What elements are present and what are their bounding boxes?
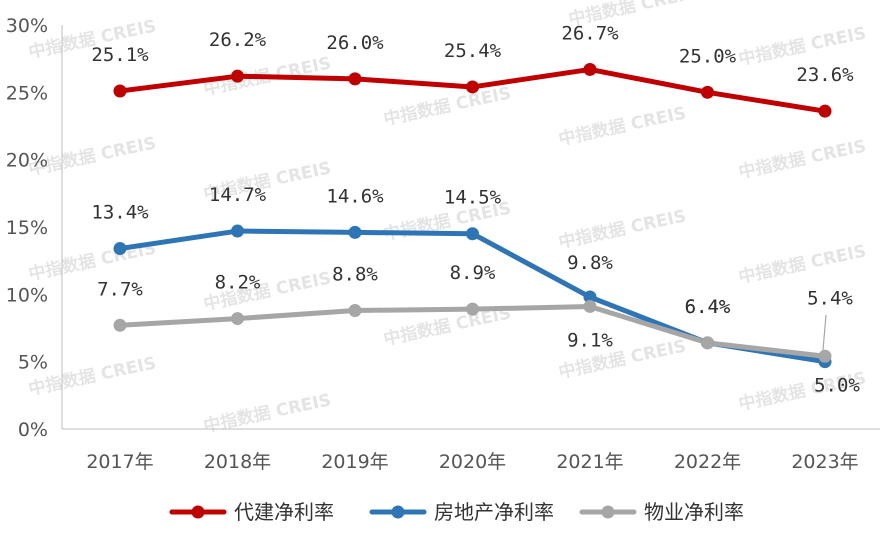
data-label: 25.4% [444,40,502,62]
data-label: 25.1% [91,44,149,66]
watermark-layer: 中指数据 CREIS 中指数据 CREIS 中指数据 CREIS 中指数据 CREIS… [27,0,868,437]
data-point [113,242,127,256]
data-label: 14.6% [326,185,384,207]
data-point [701,336,714,350]
x-tick-label: 2017年 [86,451,153,473]
data-point [113,84,127,98]
data-point [348,72,362,86]
data-point [466,80,479,94]
y-tick-label: 20% [6,150,48,172]
watermark-text: 中指数据 CREIS [557,205,688,253]
y-axis-ticks: 0% 5% 10% 15% 20% 25% 30% [6,15,48,441]
y-tick-label: 10% [6,284,48,306]
y-tick-label: 0% [18,419,48,441]
watermark-text: 中指数据 CREIS [202,389,333,437]
data-point [818,349,832,363]
data-point [348,225,362,239]
x-tick-label: 2022年 [674,451,741,473]
data-label: 9.8% [567,252,613,274]
legend-marker [391,505,405,519]
data-label: 14.7% [209,184,267,206]
watermark-text: 中指数据 CREIS [737,22,868,70]
data-point [701,85,714,99]
data-point [583,299,597,313]
data-label: 13.4% [91,202,149,224]
data-label: 5.4% [807,287,853,309]
x-tick-label: 2018年 [204,451,271,473]
series-points [113,62,832,369]
legend-label: 房地产净利率 [434,500,554,524]
label-leader-line [822,314,827,351]
x-tick-label: 2023年 [791,451,858,473]
x-tick-label: 2020年 [439,451,506,473]
data-point [583,62,597,76]
data-label: 9.1% [567,329,613,351]
data-label: 26.7% [561,22,619,44]
data-point [231,312,244,326]
data-label: 7.7% [97,278,143,300]
y-tick-label: 15% [6,217,48,239]
watermark-text: 中指数据 CREIS [382,82,513,130]
data-point [348,303,362,317]
data-label: 8.8% [332,263,378,285]
x-tick-label: 2019年 [321,451,388,473]
legend-label: 物业净利率 [644,500,744,524]
data-label: 14.5% [444,187,502,209]
y-tick-label: 5% [18,352,48,374]
x-axis-ticks: 2017年 2018年 2019年 2020年 2021年 2022年 2023年 [86,451,858,473]
watermark-text: 中指数据 CREIS [557,102,688,150]
y-tick-label: 25% [6,82,48,104]
data-label: 26.2% [209,29,267,51]
data-label: 25.0% [679,45,737,67]
data-label: 5.0% [814,375,860,397]
watermark-text: 中指数据 CREIS [737,240,868,288]
data-point [231,69,244,83]
y-tick-label: 30% [6,15,48,37]
data-label: 6.4% [685,296,731,318]
legend-label: 代建净利率 [234,500,334,524]
legend: 代建净利率 房地产净利率 物业净利率 [169,500,744,524]
data-point [583,290,597,304]
data-label: 8.9% [450,262,496,284]
data-label: 26.0% [326,32,384,54]
data-label: 23.6% [796,64,854,86]
data-label: 6.4% [685,296,731,318]
data-label: 8.2% [215,272,261,294]
x-tick-label: 2021年 [556,451,623,473]
data-labels: 25.1% 26.2% 26.0% 25.4% 26.7% 25.0% 23.6% 13.4%… [91,22,860,396]
data-point [818,104,832,118]
data-point [466,227,479,241]
watermark-text: 中指数据 CREIS [737,135,868,183]
legend-marker [601,505,615,519]
data-point [466,302,479,316]
data-point [113,318,127,332]
data-point [231,224,244,238]
legend-marker [191,505,205,519]
